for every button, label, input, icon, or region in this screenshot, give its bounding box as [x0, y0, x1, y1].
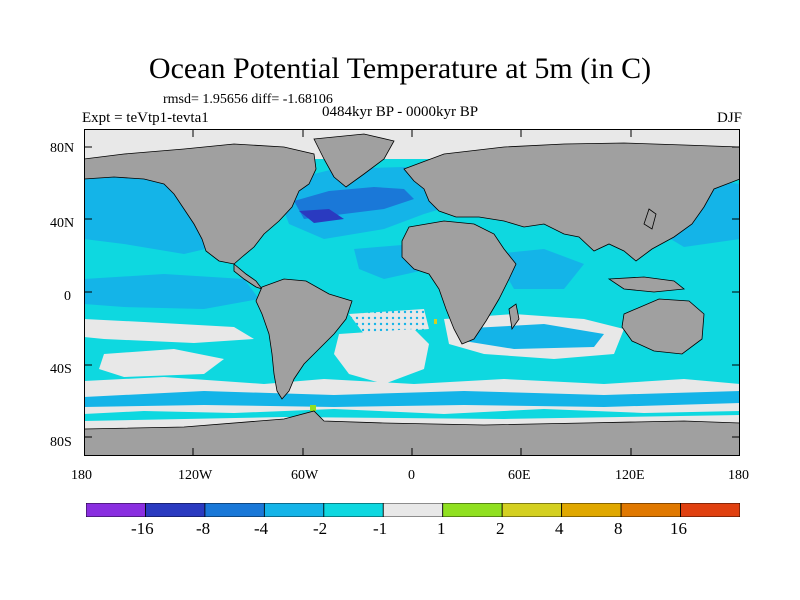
period-label: 0484kyr BP - 0000kyr BP	[322, 104, 479, 120]
legend-label: -1	[373, 519, 388, 538]
experiment-label: Expt = teVtp1-tevta1	[82, 110, 209, 126]
x-tick-label: 120W	[178, 468, 213, 483]
map-svg	[84, 129, 740, 456]
colorbar-bin	[620, 503, 681, 517]
y-tick-label: 80N	[50, 141, 75, 156]
colorbar-bin	[501, 503, 563, 517]
x-tick-label: 60E	[508, 468, 531, 483]
land-greenland	[313, 133, 395, 188]
x-tick-label: 180	[728, 468, 749, 483]
land-japan	[643, 208, 657, 230]
south-pacific-near-zero-1	[84, 319, 254, 343]
legend-label: 4	[555, 519, 564, 538]
y-ticks	[84, 146, 740, 438]
land-indonesia	[607, 276, 686, 293]
colorbar-bin	[145, 503, 206, 517]
legend-label: 1	[437, 519, 446, 538]
land-australia	[621, 298, 705, 355]
legend-label: 2	[496, 519, 505, 538]
indian-ocean-north-cool	[494, 249, 584, 289]
legend-label: -2	[313, 519, 328, 538]
figure-title: Ocean Potential Temperature at 5m (in C)	[148, 52, 652, 85]
indian-ocean-cool	[454, 324, 604, 349]
colorbar-bin	[382, 503, 444, 517]
colorbar-bin	[561, 503, 622, 517]
legend-label: 16	[670, 519, 687, 538]
south-pacific-near-zero-2	[99, 349, 224, 377]
southern-ocean-cool	[84, 391, 740, 407]
legend-label: -4	[254, 519, 269, 538]
y-tick-label: 40N	[50, 216, 75, 231]
warm-anomaly-peninsula	[310, 405, 316, 411]
legend-label: -16	[131, 519, 154, 538]
colorbar-bin	[323, 503, 384, 517]
warm-anomaly-benguela	[434, 319, 437, 324]
legend-label: -8	[196, 519, 211, 538]
south-atlantic-near-zero	[334, 329, 429, 384]
season-label: DJF	[716, 110, 742, 126]
x-tick-label: 180	[71, 468, 92, 483]
land-south-america	[255, 278, 353, 400]
tropical-pacific-cool	[84, 274, 259, 309]
colorbar-bin	[680, 503, 740, 517]
land-eurasia	[403, 142, 740, 262]
landmasses	[84, 133, 740, 456]
map-panel	[84, 129, 740, 456]
land-madagascar	[508, 303, 520, 331]
x-ticks	[192, 129, 632, 456]
x-tick-label: 60W	[291, 468, 319, 483]
land-antarctica	[84, 410, 740, 456]
y-tick-label: 0	[64, 289, 71, 304]
y-tick-label: 80S	[50, 435, 72, 450]
gulf-stream-cold	[299, 209, 344, 223]
x-tick-label: 120E	[615, 468, 645, 483]
x-tick-label: 0	[408, 468, 415, 483]
south-atlantic-dotted	[349, 309, 429, 334]
land-north-america	[84, 143, 317, 265]
stats-text: rmsd= 1.95656 diff= -1.68106	[163, 92, 333, 107]
colorbar-bin	[442, 503, 503, 517]
colorbar-bin	[263, 503, 325, 517]
y-tick-label: 40S	[50, 362, 72, 377]
colorbar-svg	[86, 503, 740, 517]
colorbar	[86, 503, 740, 539]
land-central-america	[233, 263, 264, 290]
legend-label: 8	[614, 519, 623, 538]
colorbar-bin	[204, 503, 265, 517]
colorbar-bin	[86, 503, 146, 517]
land-africa	[401, 220, 517, 345]
